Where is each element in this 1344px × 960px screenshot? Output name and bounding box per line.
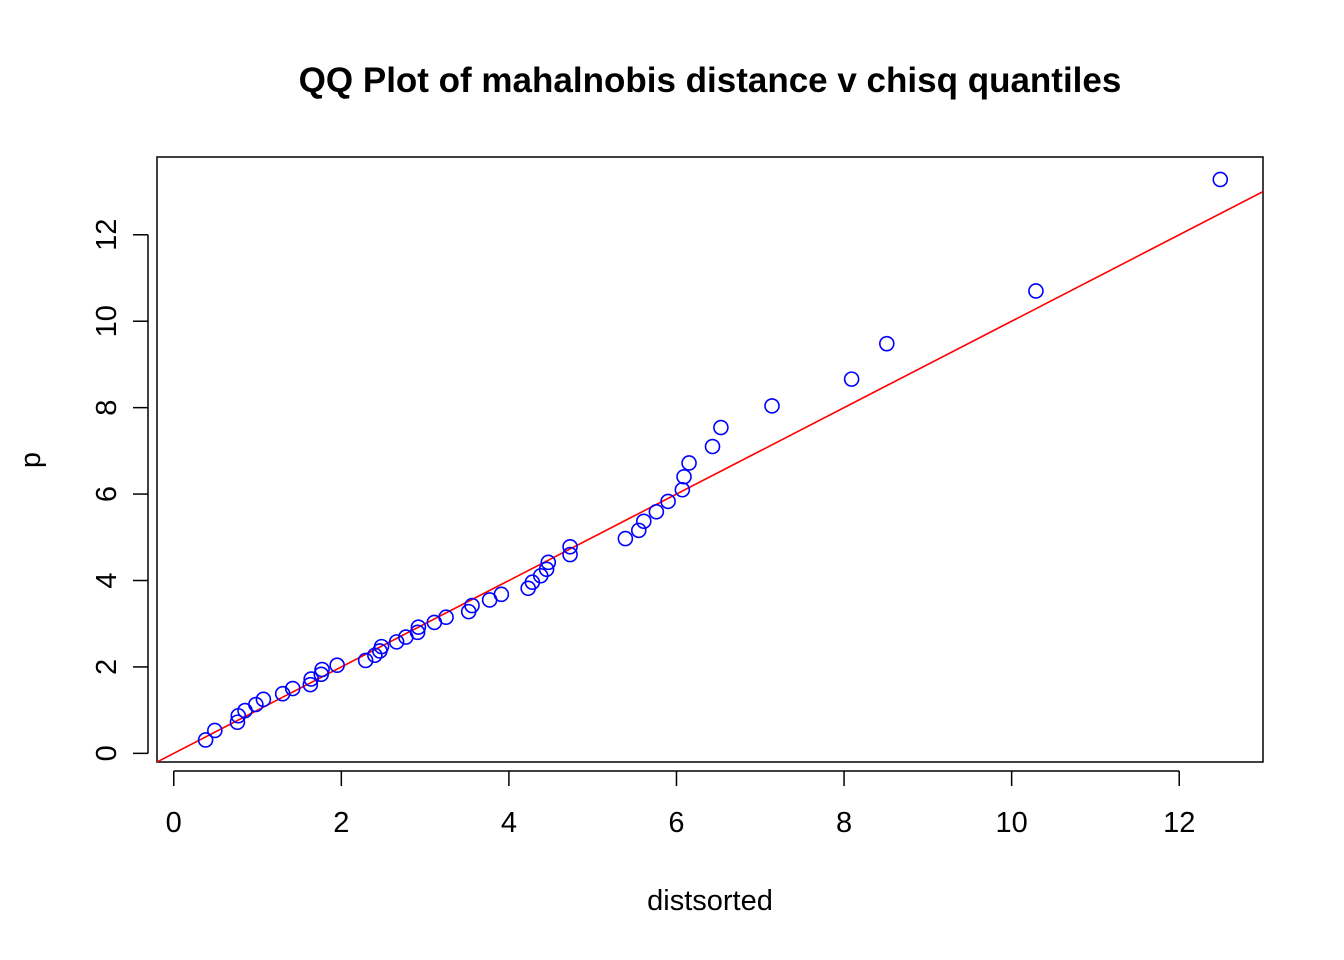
data-point bbox=[229, 714, 246, 731]
chart-title: QQ Plot of mahalnobis distance v chisq q… bbox=[299, 61, 1122, 100]
data-point bbox=[357, 652, 374, 669]
y-tick-label: 8 bbox=[91, 400, 123, 416]
data-point bbox=[562, 546, 578, 563]
data-point bbox=[207, 722, 223, 739]
data-point bbox=[878, 335, 895, 352]
data-point bbox=[704, 438, 721, 455]
data-point bbox=[1212, 171, 1229, 188]
data-point bbox=[676, 468, 692, 485]
x-tick-label: 0 bbox=[166, 807, 182, 839]
data-point bbox=[438, 609, 454, 626]
data-point bbox=[648, 503, 665, 520]
reference-line bbox=[157, 190, 1263, 762]
data-point bbox=[843, 371, 860, 387]
plot-area bbox=[157, 171, 1263, 762]
data-point bbox=[284, 680, 301, 697]
data-point bbox=[540, 554, 557, 571]
data-point bbox=[562, 538, 578, 555]
data-point bbox=[1028, 283, 1044, 299]
data-point bbox=[255, 691, 272, 708]
x-tick-label: 4 bbox=[501, 807, 517, 839]
data-point bbox=[674, 481, 691, 498]
y-tick-label: 6 bbox=[91, 486, 123, 502]
data-point bbox=[538, 561, 555, 578]
data-point bbox=[409, 624, 426, 641]
y-axis-label: p bbox=[15, 452, 47, 468]
data-point bbox=[713, 419, 729, 436]
data-point bbox=[410, 619, 427, 635]
data-point bbox=[302, 676, 319, 693]
x-tick-label: 12 bbox=[1163, 807, 1195, 839]
data-point bbox=[617, 530, 634, 547]
x-axis-label: distsorted bbox=[647, 885, 773, 917]
y-axis: 0 2 4 6 8 10 12 bbox=[91, 219, 149, 761]
y-tick-label: 4 bbox=[91, 572, 123, 588]
x-axis: 0 2 4 6 8 10 12 bbox=[166, 770, 1195, 839]
y-tick-label: 2 bbox=[91, 659, 123, 675]
x-tick-label: 10 bbox=[996, 807, 1028, 839]
data-point bbox=[197, 732, 214, 748]
data-point bbox=[388, 634, 405, 650]
data-point bbox=[464, 597, 480, 614]
data-point bbox=[660, 493, 676, 510]
data-point bbox=[681, 455, 697, 471]
data-point bbox=[373, 638, 390, 655]
data-point bbox=[764, 398, 780, 414]
data-point bbox=[329, 657, 345, 674]
data-point bbox=[630, 522, 647, 539]
y-tick-label: 0 bbox=[91, 745, 123, 761]
data-point bbox=[493, 586, 510, 603]
x-tick-label: 6 bbox=[668, 807, 684, 839]
x-tick-label: 2 bbox=[333, 807, 349, 839]
data-point bbox=[314, 661, 330, 678]
y-tick-label: 12 bbox=[91, 219, 123, 251]
y-tick-label: 10 bbox=[91, 305, 123, 337]
data-point bbox=[303, 671, 319, 687]
data-point bbox=[274, 685, 291, 702]
data-point bbox=[636, 513, 652, 530]
plot-frame bbox=[156, 156, 1264, 763]
x-tick-label: 8 bbox=[836, 807, 852, 839]
